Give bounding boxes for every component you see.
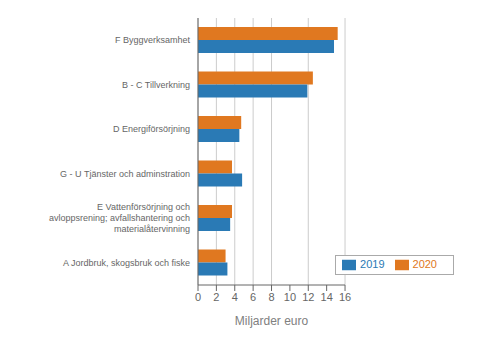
svg-text:8: 8 — [268, 291, 274, 303]
svg-text:10: 10 — [284, 291, 296, 303]
html-text:2019: 2019 — [360, 257, 385, 270]
svg-text:14: 14 — [321, 291, 333, 303]
svg-text:2: 2 — [213, 291, 219, 303]
svg-text:4: 4 — [232, 291, 238, 303]
svg-text:E Vattenförsörjning ochavlopps: E Vattenförsörjning ochavloppsrening; av… — [49, 202, 190, 234]
svg-text:G - U Tjänster och adminstrati: G - U Tjänster och adminstration — [60, 169, 190, 179]
svg-text:B - C Tillverkning: B - C Tillverkning — [122, 80, 190, 90]
svg-text:12: 12 — [302, 291, 314, 303]
svg-text:A Jordbruk, skogsbruk och fisk: A Jordbruk, skogsbruk och fiske — [63, 258, 190, 268]
svg-text:D Energiförsörjning: D Energiförsörjning — [113, 124, 190, 134]
svg-text:Miljarder euro: Miljarder euro — [235, 314, 309, 328]
html-text:2020: 2020 — [412, 257, 437, 270]
svg-text:6: 6 — [250, 291, 256, 303]
svg-text:0: 0 — [195, 291, 201, 303]
svg-text:F Byggverksamhet: F Byggverksamhet — [115, 35, 191, 45]
svg-text:16: 16 — [339, 291, 351, 303]
